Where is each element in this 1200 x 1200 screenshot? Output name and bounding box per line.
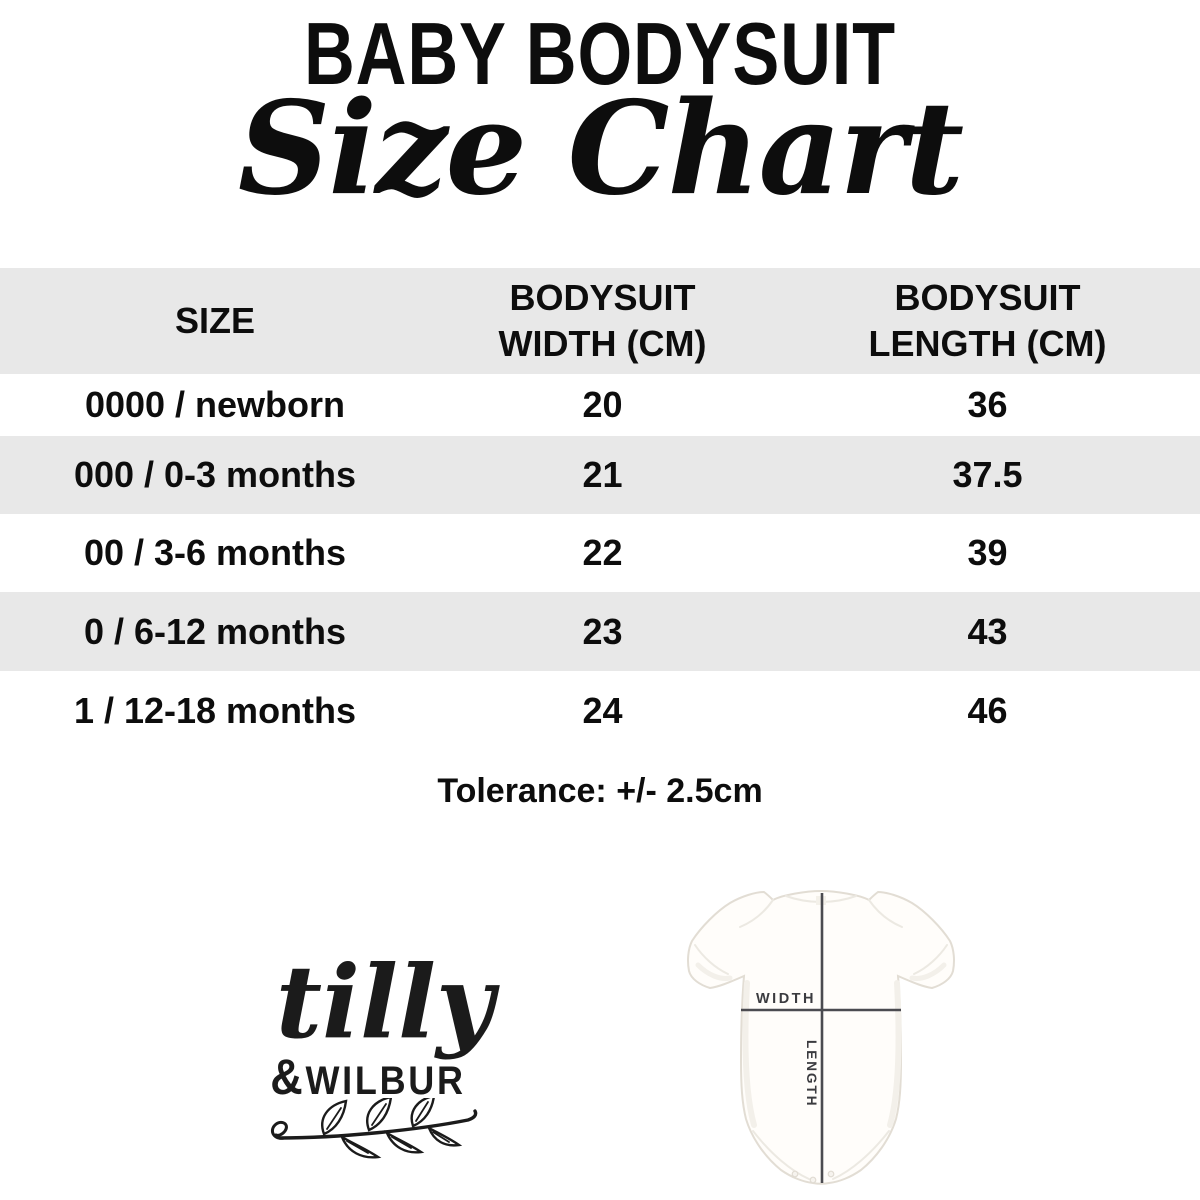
cell-length: 36 [967,384,1008,425]
shading-right-side [887,980,902,1128]
page-title: BABY BODYSUIT [304,4,896,103]
leaf-top-1 [321,1099,348,1136]
length-label: LENGTH [804,1040,819,1108]
page-subtitle: Size Chart [237,74,964,224]
leaf-vein [371,1103,387,1126]
brand-logo-script: tilly [275,943,495,1061]
cell-width: 22 [582,532,623,573]
branch-stem [278,1109,478,1140]
brand-logo-caps: & WILBUR [242,1052,494,1102]
table-header-row: SIZE BODYSUIT WIDTH (CM) BODYSUIT LENGTH… [0,268,1200,374]
cell-width: 20 [582,384,623,425]
brand-ampersand: & [270,1049,303,1105]
snap-button [809,1176,817,1184]
leaf-bottom-1 [339,1134,382,1159]
branch-curl [270,1120,288,1140]
leaf-vein [346,1140,369,1154]
brand-branch-icon [270,1098,478,1159]
header-cell-width: BODYSUIT WIDTH (CM) [498,276,707,364]
leaf-vein [432,1131,450,1143]
cell-width: 24 [582,689,623,731]
table-row: 0000 / newborn 20 36 [0,374,1200,436]
leg-seam-right [832,1130,890,1180]
cuff-seam-left [694,944,729,975]
table-row: 00 / 3-6 months 22 39 [0,514,1200,592]
bodysuit-diagram: WIDTH LENGTH [687,889,955,1185]
cell-size: 000 / 0-3 months [73,454,357,495]
leaf-vein [391,1136,412,1149]
shading-left-sleeve [695,962,733,981]
brand-name-caps: WILBUR [305,1059,466,1103]
leaf-top-2 [366,1098,393,1132]
snap-button [791,1170,799,1178]
neck-fold-right [868,899,903,928]
leaf-bottom-3 [426,1125,463,1147]
leaf-vein [326,1107,342,1130]
shading-left-side [742,980,757,1128]
cell-size: 0000 / newborn [84,384,346,425]
leaf-top-3 [410,1098,435,1128]
header-cell-size: SIZE [174,299,255,341]
cell-size: 0 / 6-12 months [83,610,347,652]
cell-length: 46 [967,689,1008,731]
neck-fold-left [739,899,774,928]
leaf-vein [415,1101,429,1122]
cell-width: 23 [582,610,623,652]
size-table: SIZE BODYSUIT WIDTH (CM) BODYSUIT LENGTH… [0,268,1200,750]
cell-length: 43 [967,610,1008,652]
cell-size: 00 / 3-6 months [83,532,347,573]
cell-length: 37.5 [952,454,1023,495]
leaf-bottom-2 [384,1130,425,1154]
cuff-seam-right [913,944,948,975]
table-row: 0 / 6-12 months 23 43 [0,592,1200,671]
width-label: WIDTH [756,991,816,1007]
cell-width: 21 [582,454,623,495]
snap-button [827,1170,835,1178]
cell-length: 39 [967,532,1008,573]
table-row: 1 / 12-18 months 24 46 [0,671,1200,750]
shading-right-sleeve [909,962,947,981]
table-row: 000 / 0-3 months 21 37.5 [0,436,1200,514]
leg-seam-left [752,1130,810,1180]
header-cell-length: BODYSUIT LENGTH (CM) [868,276,1107,364]
cell-size: 1 / 12-18 months [73,689,357,731]
tolerance-note: Tolerance: +/- 2.5cm [437,772,763,810]
